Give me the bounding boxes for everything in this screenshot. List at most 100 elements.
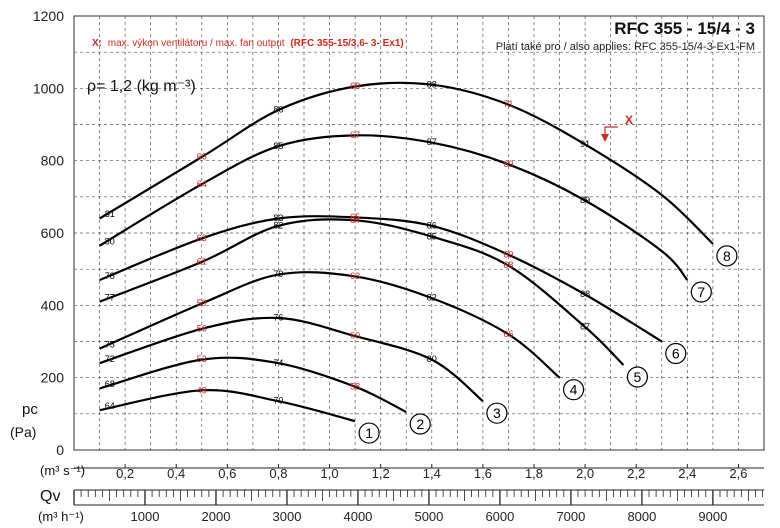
x-tick-label-h: 1000 <box>131 509 160 524</box>
curve-4 <box>99 271 561 379</box>
efficiency-label: 69 <box>503 159 513 169</box>
curve-badge-number: 5 <box>634 369 642 385</box>
efficiency-label: 88 <box>580 289 590 299</box>
efficiency-labels: 64 49 70 68 53 74 58 72 56 76 60 80 75 59 79 63 82 66 77 61… <box>105 79 590 411</box>
curve-badge-number: 3 <box>493 405 501 421</box>
x-tick-label-s: 0,6 <box>218 466 236 481</box>
efficiency-label: 64 <box>350 215 360 225</box>
curve-badge-circle <box>665 342 687 365</box>
curve-badge-circle <box>358 422 380 444</box>
efficiency-label: 88 <box>427 79 437 89</box>
curve-badge-4: 4 <box>562 379 585 401</box>
x-tick-label-s: 1,4 <box>423 466 441 481</box>
curve-2 <box>99 356 407 413</box>
efficiency-label: 80 <box>427 354 437 364</box>
efficiency-label: 79 <box>273 269 283 279</box>
efficiency-label: 65 <box>350 212 360 222</box>
x-tick-label-s: 1,0 <box>321 466 339 481</box>
y-tick-label: 1000 <box>33 80 64 96</box>
curve-badge-number: 8 <box>723 248 731 264</box>
x-axis-unit-s: (m³ s⁻¹) <box>40 463 85 478</box>
efficiency-label: 49 <box>197 385 207 395</box>
curve-badge-8: 8 <box>716 245 738 267</box>
curve-badge-number: 6 <box>672 346 680 362</box>
x-tick-label-h: 7000 <box>556 509 585 524</box>
max-output-arrowhead <box>601 134 609 142</box>
x-tick-label-s: 1,2 <box>372 466 390 481</box>
curve-badge-3: 3 <box>486 402 508 424</box>
y-tick-label: 0 <box>56 442 64 458</box>
max-output-note: X: max. výkon ventilátoru / max. fan out… <box>92 38 404 49</box>
efficiency-label: 68 <box>105 379 115 389</box>
curve-badge-7: 7 <box>690 281 712 303</box>
efficiency-label: 70 <box>273 395 283 405</box>
efficiency-label: 91 <box>580 139 590 149</box>
efficiency-label: 85 <box>273 141 283 151</box>
x-tick-label-s: 1,6 <box>474 466 492 481</box>
y-tick-label: 200 <box>41 370 65 386</box>
curve-badge-number: 7 <box>697 284 705 300</box>
efficiency-label: 56 <box>197 323 207 333</box>
efficiency-label: 68 <box>503 260 513 270</box>
curve-badge-5: 5 <box>626 366 649 388</box>
y-tick-label: 800 <box>41 153 65 169</box>
y-tick-label: 1200 <box>33 8 64 24</box>
efficiency-label: 64 <box>105 401 115 411</box>
curve-badge-circle <box>716 245 738 267</box>
efficiency-label: 66 <box>503 329 513 339</box>
chart-subtitle: Platí také pro / also applies: RFC 355-1… <box>496 41 755 53</box>
x-axis-unit-h: (m³ h⁻¹) <box>38 509 84 524</box>
x-axis-label: Qv <box>40 488 60 505</box>
efficiency-label: 87 <box>427 137 437 147</box>
max-output-marker-label: X <box>625 113 633 127</box>
efficiency-label: 76 <box>273 313 283 323</box>
efficiency-label: 77 <box>105 293 115 303</box>
curves <box>99 81 714 423</box>
chart-title: RFC 355 - 15/4 - 3 <box>614 19 755 38</box>
x-tick-label-h: 9000 <box>698 509 727 524</box>
efficiency-label: 66 <box>197 152 207 162</box>
y-tick-label: 400 <box>41 297 65 313</box>
efficiency-label: 74 <box>273 358 283 368</box>
max-output-marker: X <box>601 113 633 142</box>
curve-7 <box>99 134 689 281</box>
x-tick-label-h: 2000 <box>202 509 231 524</box>
efficiency-label: 60 <box>350 331 360 341</box>
efficiency-label: 82 <box>427 293 437 303</box>
x-tick-label-s: 2,6 <box>729 466 747 481</box>
efficiency-label: 89 <box>580 195 590 205</box>
note-text: max. výkon ventilátoru / max. fan output <box>108 38 285 49</box>
x-tick-label-h: 5000 <box>414 509 443 524</box>
curve-number-badges: 1 2 3 4 5 6 7 8 <box>358 245 738 444</box>
efficiency-label: 75 <box>105 339 115 349</box>
note-prefix: X: <box>92 38 102 49</box>
curve-5 <box>99 218 625 366</box>
efficiency-label: 80 <box>105 236 115 246</box>
efficiency-label: 85 <box>427 231 437 241</box>
efficiency-label: 72 <box>105 354 115 364</box>
efficiency-label: 63 <box>197 233 207 243</box>
curve-badge-1: 1 <box>358 422 380 444</box>
curve-badge-circle <box>626 366 649 388</box>
curve-6 <box>99 215 663 343</box>
y-axis-label: pc <box>22 401 38 418</box>
y-axis-unit: (Pa) <box>10 424 36 440</box>
efficiency-label: 81 <box>105 209 115 219</box>
efficiency-label: 61 <box>197 257 207 267</box>
note-model: (RFC 355-15/3,6- 3- Ex1) <box>290 38 403 49</box>
efficiency-label: 82 <box>273 220 283 230</box>
density-label: ρ= 1,2 (kg m⁻³) <box>87 78 196 95</box>
x-tick-label-s: 0,2 <box>116 466 134 481</box>
x-tick-label-s: 2,4 <box>678 466 696 481</box>
curve-badge-circle <box>562 379 585 401</box>
curve-badge-circle <box>409 413 431 435</box>
curve-badge-6: 6 <box>665 342 687 365</box>
curve-badge-number: 1 <box>365 425 373 441</box>
efficiency-label: 86 <box>273 105 283 115</box>
x-tick-label-h: 4000 <box>343 509 372 524</box>
efficiency-label: 83 <box>273 213 283 223</box>
efficiency-label: 71 <box>503 99 513 109</box>
curve-badge-number: 4 <box>570 382 578 398</box>
x-tick-label-s: 0,4 <box>167 466 185 481</box>
